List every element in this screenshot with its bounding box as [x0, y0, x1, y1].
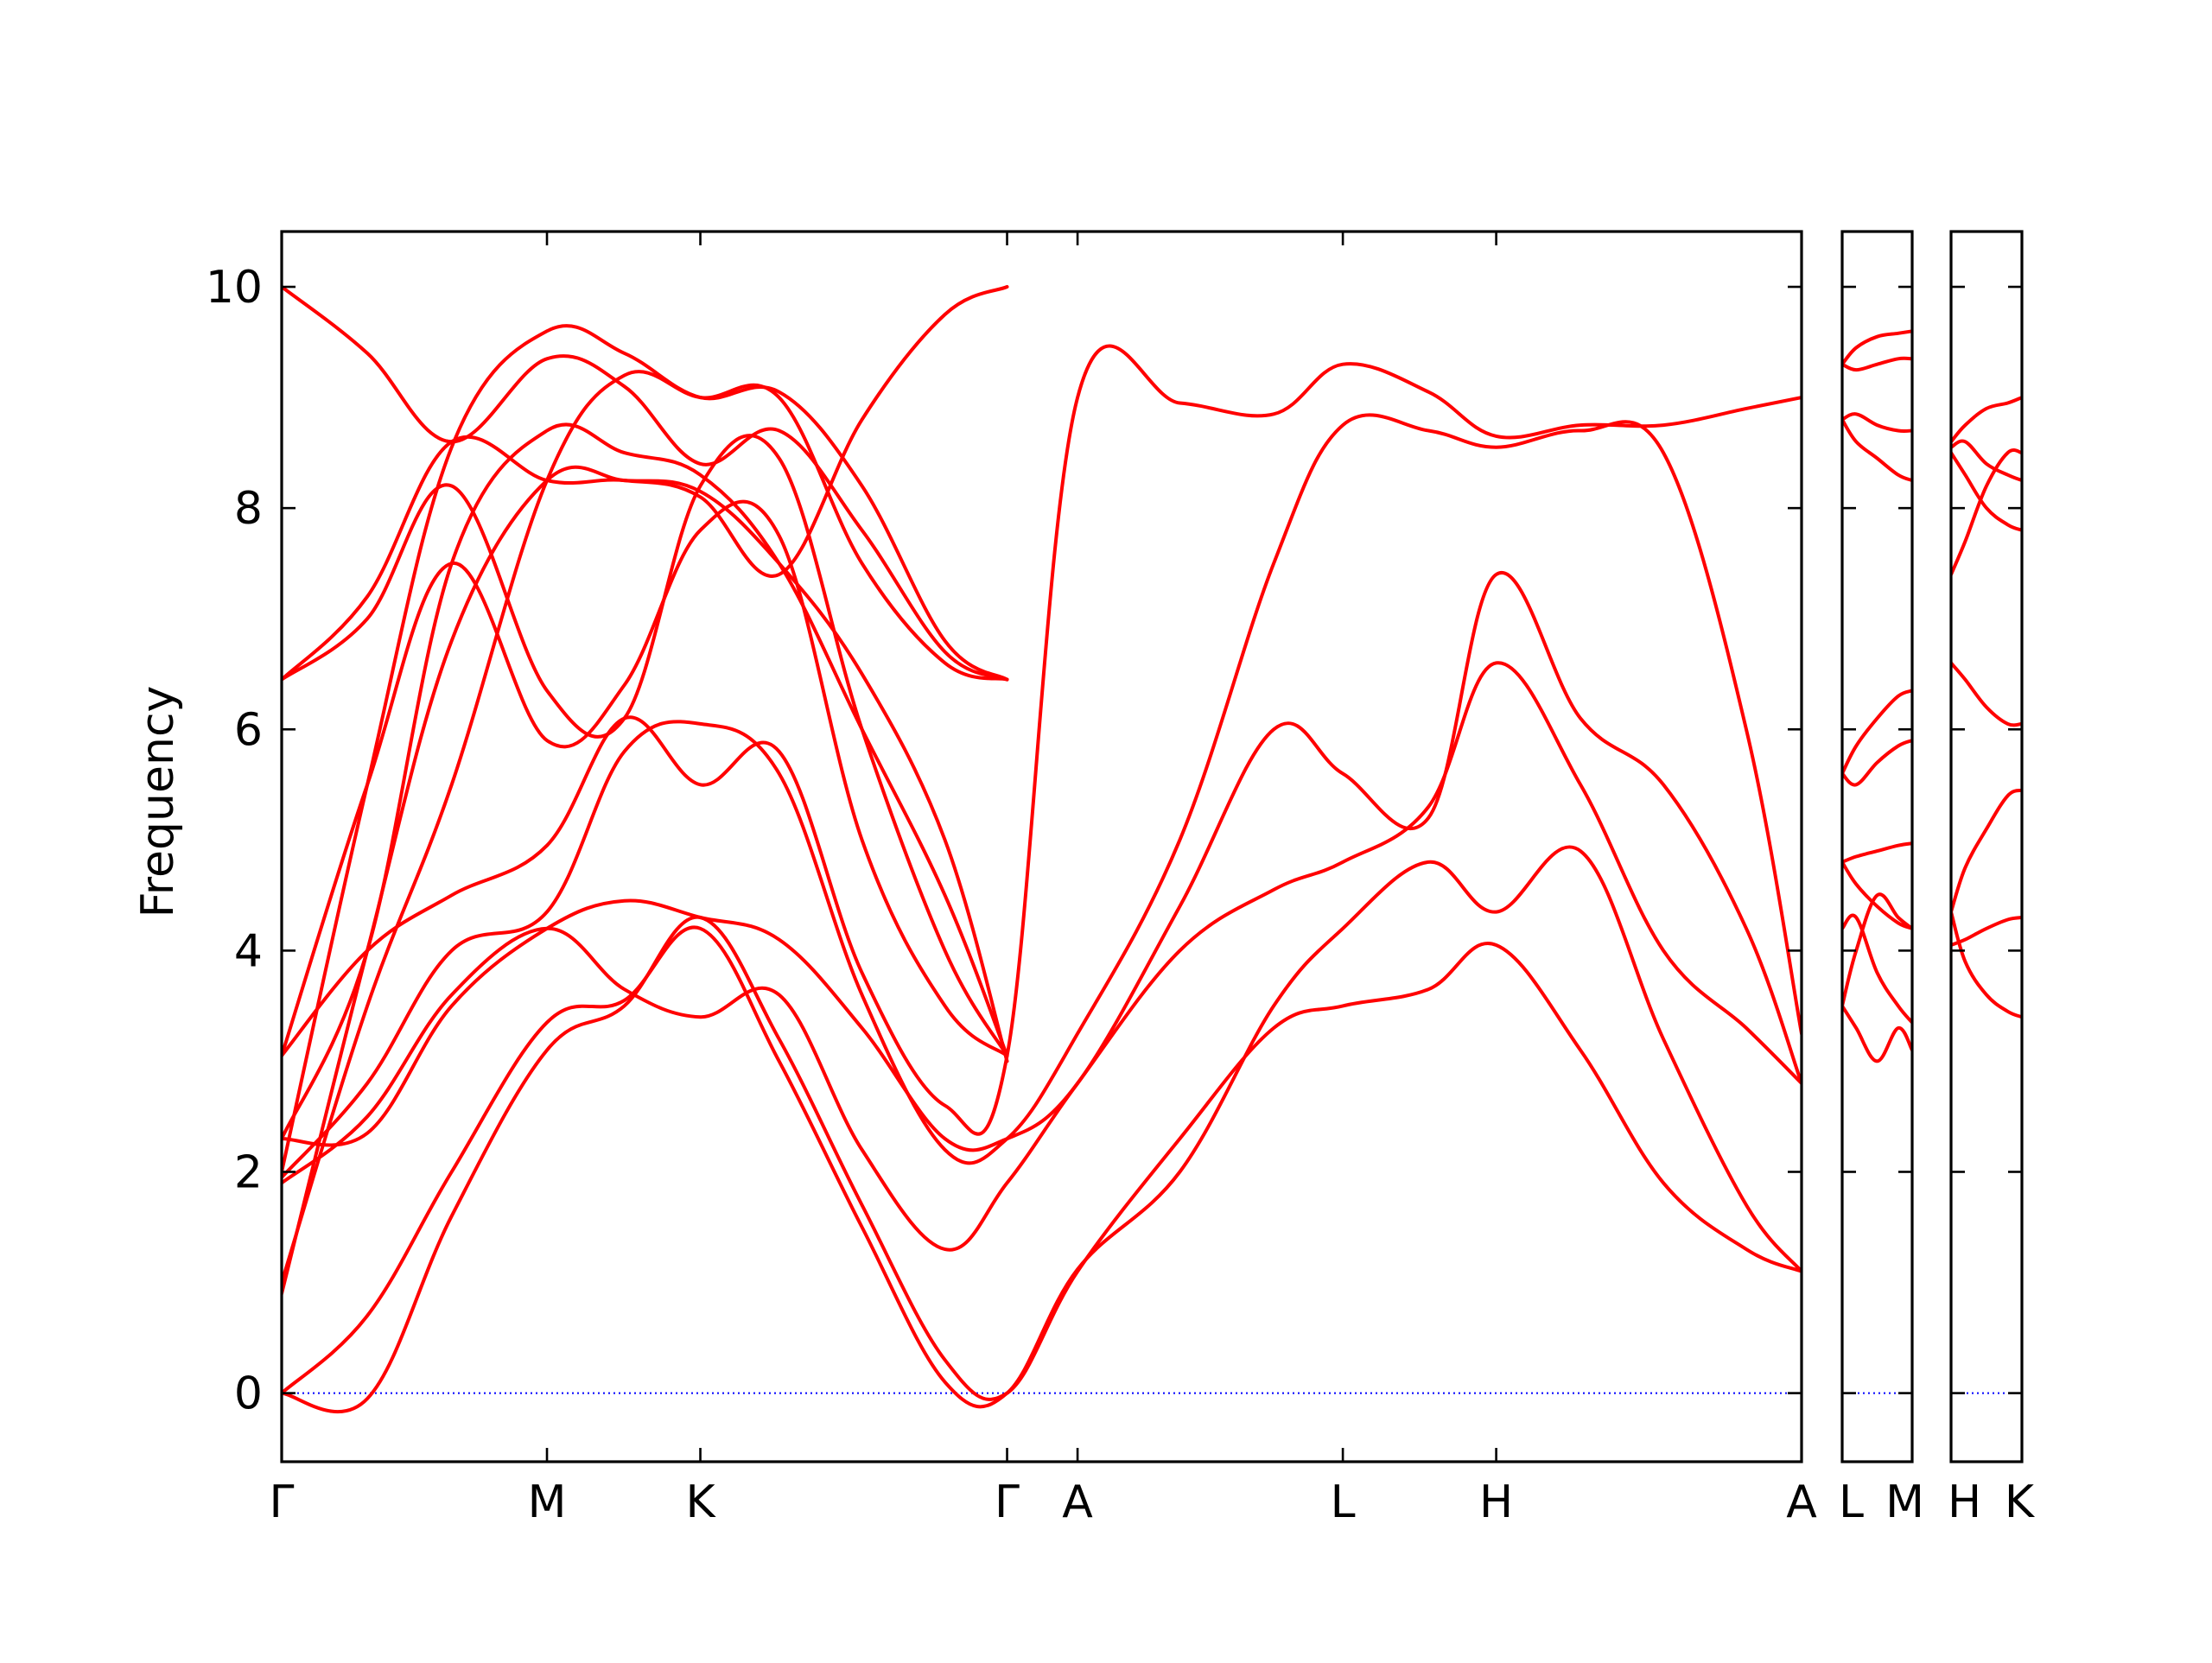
band-line-3	[1951, 788, 2022, 914]
band-line-2	[1842, 913, 1912, 1025]
plot-frame	[1949, 230, 2024, 1463]
band-line-12	[282, 465, 1009, 1296]
band-line-7	[282, 499, 1009, 1057]
band-line-4	[282, 571, 1802, 1152]
band-line-1	[1842, 1004, 1912, 1063]
x-tick-label: Γ	[270, 1476, 295, 1528]
x-tick-label: L	[1331, 1476, 1356, 1528]
band-line-10	[1842, 356, 1912, 372]
x-tick-label: M	[1885, 1476, 1924, 1528]
band-line-5	[282, 413, 1802, 1179]
band-line-11	[282, 422, 1009, 1141]
band-line-10	[282, 285, 1009, 682]
y-tick-label: 10	[206, 262, 263, 314]
band-line-8	[1951, 396, 2022, 444]
band-line-5	[1951, 448, 2022, 576]
x-tick-label: M	[528, 1476, 567, 1528]
band-line-6	[282, 344, 1802, 1136]
y-tick-label: 2	[234, 1146, 263, 1198]
band-line-2	[282, 845, 1802, 1409]
x-tick-label: A	[1786, 1476, 1817, 1528]
band-line-13	[282, 370, 1009, 1285]
plot-frame	[1840, 230, 1914, 1463]
x-tick-label: L	[1839, 1476, 1864, 1528]
band-line-3	[1842, 892, 1912, 1008]
x-tick-label: K	[2005, 1476, 2036, 1528]
band-line-6	[1842, 739, 1912, 787]
band-line-2	[1951, 910, 2022, 1019]
bands	[282, 285, 1802, 1414]
band-line-4	[1951, 661, 2022, 727]
band-line-4	[1842, 860, 1912, 930]
band-line-7	[1842, 689, 1912, 776]
band-line-11	[1842, 329, 1912, 366]
x-tick-label: Γ	[995, 1476, 1020, 1528]
y-tick-label: 6	[234, 704, 263, 756]
band-line-9	[1842, 412, 1912, 434]
y-tick-label: 4	[234, 925, 263, 977]
band-line-5	[1842, 841, 1912, 864]
band-line-14	[282, 324, 1009, 1174]
bands	[1951, 396, 2022, 1019]
y-axis-label: Frequency	[132, 686, 184, 918]
bands	[1842, 329, 1912, 1063]
band-line-7	[1951, 439, 2022, 483]
band-line-8	[282, 434, 1009, 1057]
band-line-8	[1842, 417, 1912, 483]
band-line-9	[282, 285, 1009, 682]
plot-frame	[280, 230, 1803, 1463]
x-tick-label: H	[1948, 1476, 1981, 1528]
x-tick-label: A	[1062, 1476, 1093, 1528]
band-line-6	[1951, 451, 2022, 532]
band-line-1	[1951, 916, 2022, 947]
x-tick-label: K	[685, 1476, 716, 1528]
y-tick-label: 0	[234, 1368, 263, 1420]
x-tick-label: H	[1479, 1476, 1513, 1528]
band-line-3	[282, 661, 1802, 1252]
y-tick-label: 8	[234, 483, 263, 535]
y-tick-labels: 0 2 4 6 8 10	[206, 262, 263, 1420]
